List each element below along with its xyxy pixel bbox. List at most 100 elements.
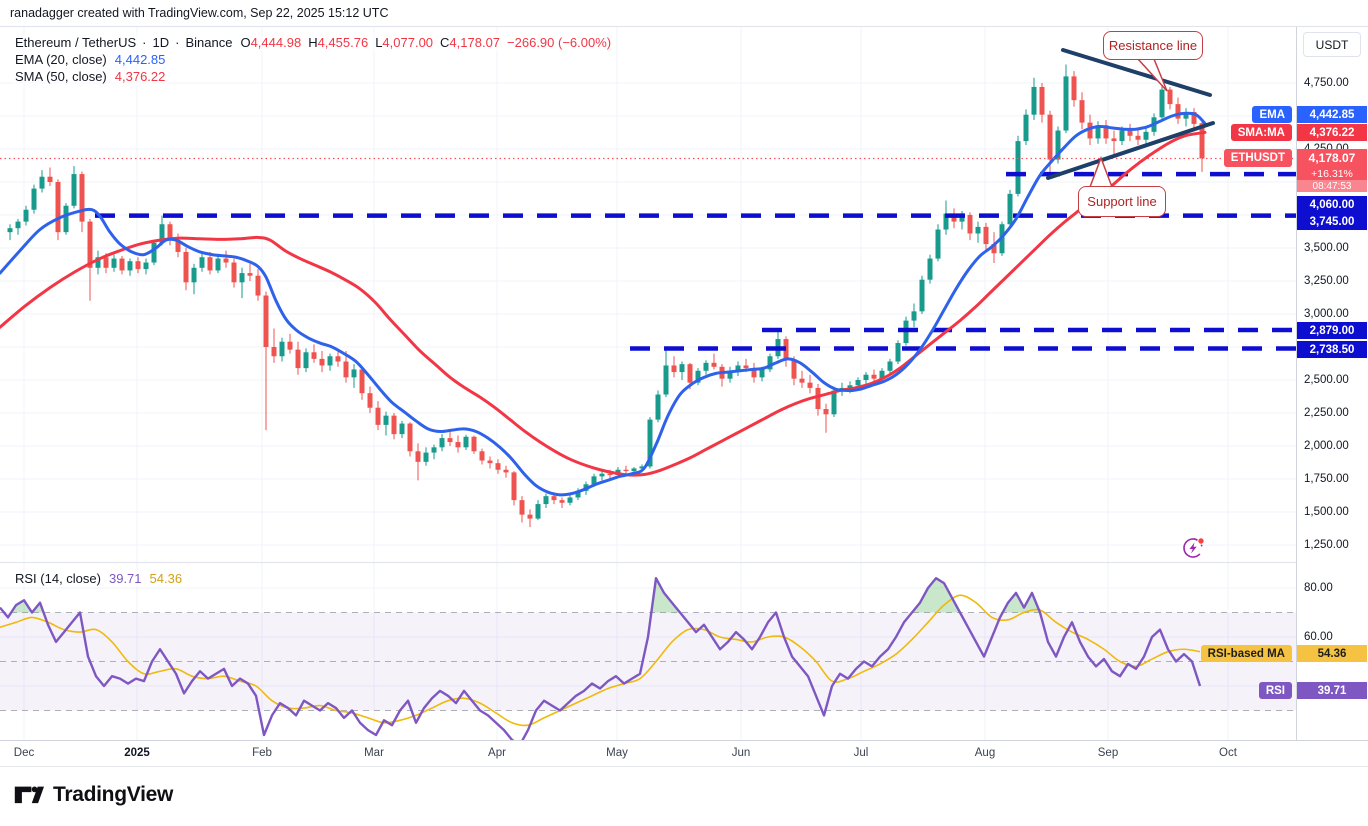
candle-body — [855, 380, 861, 386]
price-axis-tick: 80.00 — [1304, 582, 1333, 594]
candle-body — [799, 378, 805, 383]
footer-bar: TradingView — [0, 766, 1368, 826]
candle-body — [727, 370, 733, 379]
candle-body — [159, 224, 165, 243]
support-callout[interactable]: Support line — [1078, 186, 1166, 217]
candle-body — [47, 176, 53, 182]
open-label: O — [240, 35, 251, 50]
candle-body — [639, 466, 645, 469]
candle-body — [215, 258, 221, 271]
candle-body — [927, 258, 933, 280]
rsi-value-text: 39.71 — [108, 571, 142, 586]
sma-legend-row[interactable]: SMA (50, close) 4,376.22 — [12, 68, 169, 85]
candle-body — [831, 390, 837, 415]
price-axis-tick: 2,250.00 — [1304, 407, 1349, 419]
candle-body — [295, 349, 301, 369]
candle-body — [751, 368, 757, 378]
candle-body — [191, 267, 197, 283]
price-axis-tick: 3,000.00 — [1304, 308, 1349, 320]
time-axis-label: Sep — [1097, 747, 1119, 759]
candle-body — [143, 262, 149, 270]
candle-body — [1135, 135, 1141, 140]
candle-body — [31, 188, 37, 210]
candle-body — [1119, 130, 1125, 142]
rsi-axis-badge: 39.71 — [1297, 682, 1367, 699]
resistance-callout[interactable]: Resistance line — [1103, 31, 1203, 60]
attribution-text: ranadagger created with TradingView.com,… — [10, 6, 389, 20]
price-axis-tick: 1,750.00 — [1304, 473, 1349, 485]
candle-body — [567, 497, 573, 503]
candle-body — [79, 174, 85, 222]
price-axis-tick: 1,250.00 — [1304, 539, 1349, 551]
ohlc-values: O4,444.98 H4,455.76 L4,077.00 C4,178.07 … — [240, 35, 611, 50]
tradingview-logo[interactable]: TradingView — [14, 781, 173, 808]
candle-body — [887, 361, 893, 371]
candle-body — [1167, 89, 1173, 105]
candle-body — [735, 365, 741, 371]
price-axis-tick: 3,250.00 — [1304, 275, 1349, 287]
candle-body — [463, 436, 469, 448]
candle-body — [1023, 114, 1029, 142]
flash-trade-button[interactable] — [1181, 534, 1207, 560]
candle-body — [1191, 112, 1197, 124]
ticker-price-badge: 4,178.07 — [1297, 149, 1367, 167]
rsi-legend-row[interactable]: RSI (14, close) 39.71 54.36 — [12, 570, 186, 587]
candle-body — [335, 356, 341, 362]
candle-body — [127, 261, 133, 271]
candle-body — [1111, 138, 1117, 142]
sma50-line — [0, 130, 1207, 477]
rsi-ma-value-text: 54.36 — [149, 571, 183, 586]
ema20-line — [0, 111, 1207, 497]
pane-separator[interactable] — [0, 562, 1296, 563]
time-axis-label: Aug — [974, 747, 996, 759]
candle-body — [527, 514, 533, 519]
candle-body — [375, 407, 381, 425]
time-axis-label: Jun — [731, 747, 751, 759]
candle-body — [1199, 123, 1205, 159]
time-axis[interactable]: Dec 2025 Feb Mar Apr May Jun Jul Aug Sep Oct — [0, 740, 1368, 766]
interval-label: 1D — [152, 35, 170, 50]
candle-body — [391, 415, 397, 435]
sma-axis-badge: 4,376.22 — [1297, 124, 1367, 141]
resistance-callout-label: Resistance line — [1108, 38, 1198, 53]
open-value: 4,444.98 — [250, 35, 302, 50]
candle-body — [807, 382, 813, 388]
candle-body — [271, 347, 277, 357]
symbol-legend-row[interactable]: Ethereum / TetherUS · 1D · Binance O4,44… — [12, 34, 615, 51]
price-axis-tick: 1,500.00 — [1304, 506, 1349, 518]
candle-body — [767, 356, 773, 370]
candle-body — [1015, 141, 1021, 194]
candle-body — [303, 352, 309, 369]
candle-body — [983, 226, 989, 245]
candle-body — [551, 496, 557, 501]
candle-body — [1055, 130, 1061, 160]
candle-body — [1071, 76, 1077, 101]
candle-body — [1031, 86, 1037, 115]
tradingview-logo-icon — [14, 786, 44, 804]
candle-body — [543, 496, 549, 505]
rsi-indicator-label: RSI (14, close) — [15, 571, 101, 586]
attribution-bar: ranadagger created with TradingView.com,… — [0, 0, 1368, 27]
high-label: H — [308, 35, 318, 50]
price-axis-tick: 4,750.00 — [1304, 77, 1349, 89]
symbol-name: Ethereum / TetherUS — [15, 35, 137, 50]
candle-body — [1175, 104, 1181, 119]
candle-body — [95, 257, 101, 268]
candle-body — [791, 360, 797, 379]
candle-body — [199, 257, 205, 268]
candle-body — [607, 473, 613, 476]
support-callout-label: Support line — [1087, 194, 1157, 209]
candle-body — [55, 182, 61, 233]
candle-body — [39, 176, 45, 189]
candle-body — [119, 258, 125, 271]
ema-legend-row[interactable]: EMA (20, close) 4,442.85 — [12, 51, 169, 68]
candle-body — [1007, 193, 1013, 225]
candle-body — [287, 341, 293, 350]
currency-button[interactable]: USDT — [1303, 32, 1361, 57]
candle-body — [487, 460, 493, 464]
low-value: 4,077.00 — [382, 35, 434, 50]
candle-body — [519, 500, 525, 515]
candle-body — [559, 500, 565, 503]
candle-body — [671, 365, 677, 373]
